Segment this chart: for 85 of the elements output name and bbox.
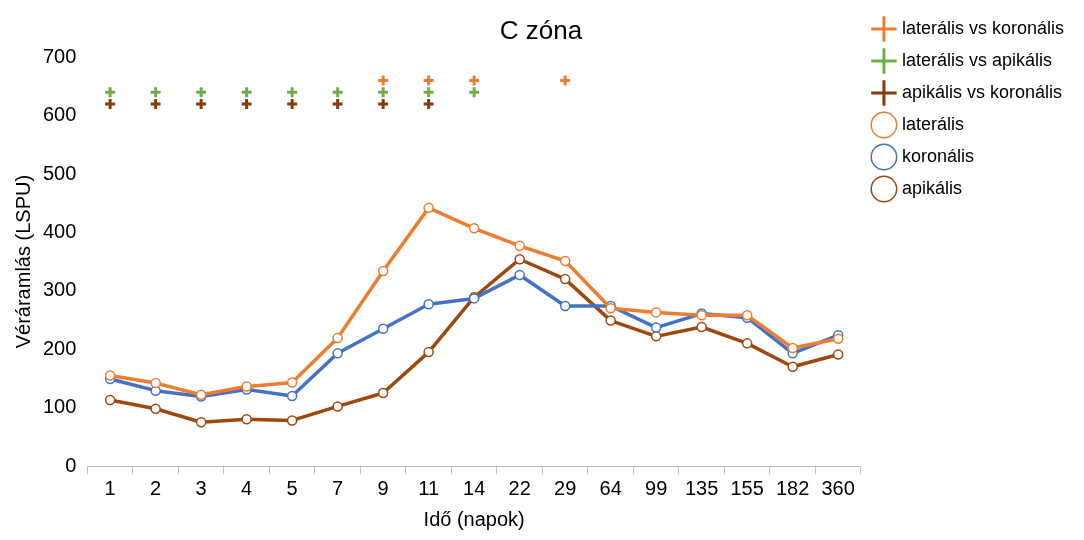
x-tick-label: 3 (195, 476, 207, 499)
point (787, 342, 798, 354)
point (103, 85, 117, 99)
y-tick-label: 700 (42, 44, 77, 67)
point (194, 85, 208, 99)
point (650, 322, 662, 333)
x-tick-label: 9 (377, 476, 389, 499)
x-tick-label: 7 (332, 476, 344, 499)
point (286, 390, 298, 402)
point (331, 97, 345, 111)
legend-label: apikális (901, 177, 962, 198)
y-tick-label: 500 (42, 161, 77, 184)
point (377, 265, 389, 277)
y-axis-title: Véráramlás (LSPU) (11, 174, 34, 349)
legend-label: laterális vs koronális (901, 17, 1064, 38)
point (514, 269, 525, 281)
x-tick-label: 182 (775, 476, 810, 499)
point (103, 97, 117, 111)
point (514, 254, 525, 265)
x-tick-label: 22 (508, 476, 531, 499)
x-tick-label: 64 (599, 476, 622, 499)
point (423, 202, 434, 214)
point (149, 97, 163, 111)
x-tick-label: 2 (150, 476, 162, 499)
point (468, 223, 480, 234)
y-tick-label: 200 (42, 336, 77, 359)
x-tick-label: 14 (463, 476, 486, 499)
x-axis-title: Idő (napok) (423, 507, 525, 530)
legend-label: laterális (901, 113, 964, 134)
y-tick-label: 400 (42, 219, 77, 242)
point (332, 401, 343, 412)
point (195, 416, 207, 428)
point (422, 97, 436, 111)
point (104, 370, 116, 381)
point (104, 394, 116, 406)
x-tick-label: 29 (554, 476, 577, 499)
point (332, 332, 343, 344)
point (377, 387, 389, 399)
point (559, 300, 571, 312)
point (696, 321, 707, 333)
point (286, 377, 298, 388)
point (423, 346, 434, 358)
point (149, 85, 163, 99)
legend-label: laterális vs apikális (901, 49, 1052, 70)
point (832, 349, 844, 360)
point (650, 307, 662, 318)
point (285, 97, 299, 111)
x-tick-label: 99 (645, 476, 668, 499)
y-tick-label: 600 (42, 103, 77, 126)
point (285, 85, 299, 99)
x-tick-label: 360 (821, 476, 855, 499)
point (467, 85, 481, 99)
point (331, 85, 345, 99)
y-tick-label: 0 (65, 453, 77, 476)
x-tick-label: 11 (418, 476, 440, 499)
point (787, 361, 798, 372)
point (286, 415, 298, 426)
x-tick-label: 135 (684, 476, 719, 499)
point (150, 403, 161, 415)
point (240, 85, 254, 99)
x-tick-label: 155 (730, 476, 764, 499)
point (514, 240, 525, 252)
point (241, 414, 252, 425)
x-tick-label: 4 (241, 476, 253, 499)
point (150, 377, 161, 389)
point (332, 348, 343, 359)
point (377, 323, 389, 335)
x-tick-label: 1 (104, 476, 116, 499)
y-tick-label: 300 (42, 278, 77, 301)
chart-title: C zóna (499, 14, 583, 45)
legend-label: apikális vs koronális (901, 81, 1063, 102)
legend-label: koronális (901, 145, 974, 166)
point (741, 338, 753, 349)
x-tick-label: 5 (286, 476, 298, 499)
point (605, 315, 616, 326)
point (423, 298, 434, 310)
point (559, 255, 571, 267)
point (559, 273, 571, 285)
point (832, 333, 844, 344)
y-tick-label: 100 (42, 395, 77, 418)
point (422, 85, 436, 99)
point (376, 85, 390, 99)
point (376, 97, 390, 111)
point (194, 97, 208, 111)
point (240, 97, 254, 111)
